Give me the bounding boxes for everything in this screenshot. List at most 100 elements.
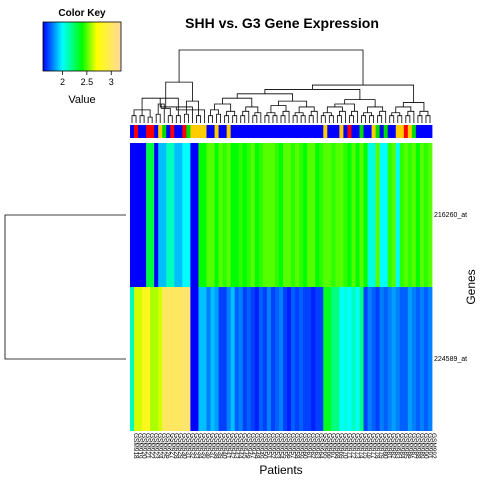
heatmap-cell xyxy=(311,287,316,431)
heatmap-cell xyxy=(218,287,224,431)
heatmap-cell xyxy=(287,287,292,431)
column-label: GSM977 xyxy=(370,433,377,459)
column-dendrogram-branch xyxy=(242,110,250,123)
column-dendrogram-branch xyxy=(405,115,411,123)
heatmap-cell xyxy=(403,143,409,287)
column-dendrogram-branch xyxy=(328,115,334,123)
heatmap-cell xyxy=(399,287,405,431)
column-side-color xyxy=(234,125,240,138)
column-side-color xyxy=(419,125,425,138)
column-label: GSM979 xyxy=(378,433,385,459)
column-side-color xyxy=(154,125,159,138)
column-dendrogram-branch xyxy=(155,113,161,123)
column-label: GSM971 xyxy=(345,433,352,459)
heatmap-cell xyxy=(254,143,260,287)
chart-title: SHH vs. G3 Gene Expression xyxy=(185,15,379,31)
column-side-color xyxy=(210,125,215,138)
heatmap-cell xyxy=(182,287,187,431)
column-label: GSM944 xyxy=(237,433,244,459)
column-label: GSM966 xyxy=(325,433,332,459)
color-key-tick-label: 2.5 xyxy=(81,77,94,87)
column-dendrogram-branch xyxy=(226,110,236,116)
heatmap-cell xyxy=(278,287,284,431)
heatmap-cell xyxy=(274,143,280,287)
heatmap-cell xyxy=(335,287,340,431)
column-dendrogram-branch xyxy=(395,106,412,113)
column-dendrogram-branch xyxy=(326,106,343,113)
heatmap-cell xyxy=(194,287,199,431)
heatmap-cell xyxy=(174,143,179,287)
column-side-color xyxy=(162,125,167,138)
heatmap-cell xyxy=(407,143,413,287)
column-dendrogram-branch xyxy=(338,110,346,123)
heatmap-cell xyxy=(335,143,340,287)
column-label: GSM952 xyxy=(269,433,276,459)
heatmap-cell xyxy=(186,143,191,287)
heatmap-cell xyxy=(311,143,316,287)
column-dendrogram-branch xyxy=(208,115,213,123)
column-dendrogram-branch xyxy=(280,115,286,123)
heatmap-cells xyxy=(130,143,433,431)
heatmap-cell xyxy=(198,287,203,431)
heatmap-cell xyxy=(299,287,304,431)
heatmap-cell xyxy=(363,143,368,287)
heatmap-cell xyxy=(138,287,143,431)
column-label: GSM956 xyxy=(285,433,292,459)
column-side-color xyxy=(427,125,433,138)
heatmap-cell xyxy=(283,287,288,431)
column-label: GSM920 xyxy=(140,433,147,459)
column-label: GSM980 xyxy=(382,433,389,459)
column-dendrogram-branch xyxy=(419,110,429,116)
heatmap-cell xyxy=(214,143,219,287)
heatmap-cell xyxy=(270,287,276,431)
heatmap-cell xyxy=(399,143,405,287)
column-dendrogram-branch xyxy=(131,115,137,123)
column-side-color xyxy=(254,125,260,138)
row-label: 216260_at xyxy=(434,212,467,219)
heatmap-cell xyxy=(218,143,224,287)
heatmap-cell xyxy=(158,143,163,287)
column-side-color xyxy=(270,125,276,138)
heatmap-cell xyxy=(150,143,155,287)
heatmap-cell xyxy=(291,143,296,287)
column-label: GSM918 xyxy=(132,433,139,459)
column-side-color xyxy=(307,125,312,138)
column-side-color xyxy=(407,125,413,138)
heatmap-cell xyxy=(234,143,240,287)
column-label: GSM921 xyxy=(144,433,151,459)
heatmap-cell xyxy=(339,287,344,431)
column-label: GSM970 xyxy=(341,433,348,459)
column-dendrogram-branch xyxy=(407,110,415,123)
column-label: GSM969 xyxy=(337,433,344,459)
heatmap-cell xyxy=(274,287,280,431)
column-dendrogram-branch xyxy=(139,115,145,123)
column-side-color xyxy=(367,125,372,138)
column-side-color xyxy=(363,125,368,138)
column-side-color xyxy=(391,125,397,138)
column-label: GSM983 xyxy=(394,433,401,459)
column-label: GSM939 xyxy=(217,433,224,459)
heatmap-cell xyxy=(371,287,377,431)
column-side-color xyxy=(194,125,199,138)
column-label: GSM925 xyxy=(160,433,167,459)
heatmap-cell xyxy=(174,287,179,431)
heatmap-cell xyxy=(327,143,332,287)
x-axis-label: Patients xyxy=(259,463,302,477)
column-label: GSM957 xyxy=(289,433,296,459)
heatmap-cell xyxy=(250,143,256,287)
column-side-color xyxy=(335,125,340,138)
column-side-color xyxy=(242,125,248,138)
column-label: GSM972 xyxy=(349,433,356,459)
column-dendrogram-branch xyxy=(282,110,290,123)
column-label: GSM932 xyxy=(188,433,195,459)
column-label: GSM982 xyxy=(390,433,397,459)
column-label: GSM945 xyxy=(241,433,248,459)
column-dendrogram-branch xyxy=(278,100,308,107)
heatmap-cell xyxy=(210,143,215,287)
heatmap-cell xyxy=(319,143,324,287)
column-side-color xyxy=(371,125,377,138)
heatmap-cell xyxy=(206,287,211,431)
column-label: GSM984 xyxy=(398,433,405,459)
column-side-color xyxy=(319,125,324,138)
column-dendrogram-branch xyxy=(245,106,259,113)
